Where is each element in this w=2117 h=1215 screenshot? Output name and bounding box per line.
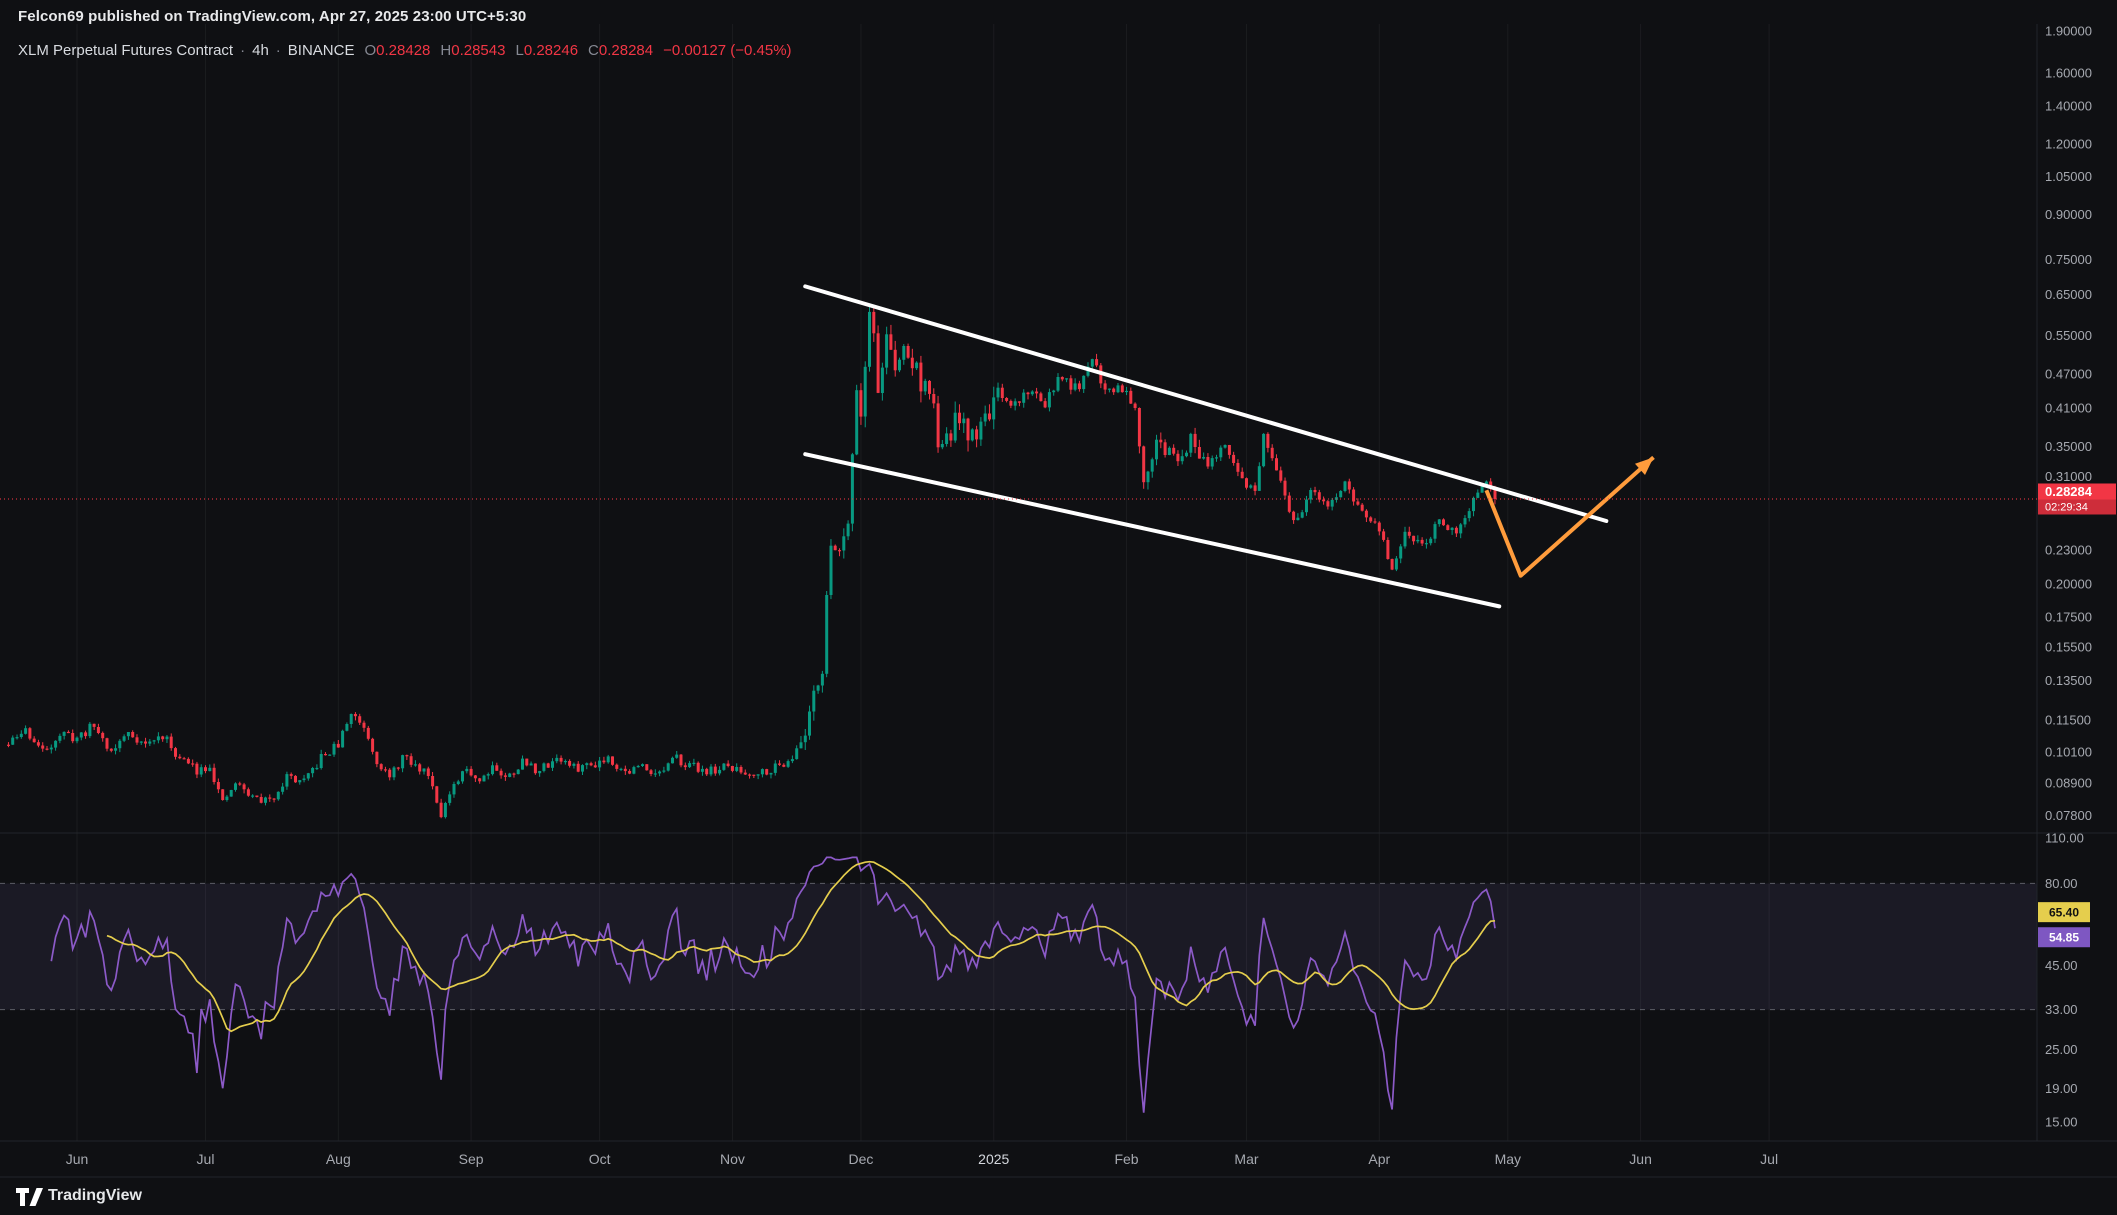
- rsi-axis[interactable]: 110.00 80.00 45.00 33.00 25.00 19.00 15.00: [2045, 831, 2084, 1130]
- symbol-name[interactable]: XLM Perpetual Futures Contract: [18, 42, 234, 59]
- change-value: −0.00127 (−0.45%): [663, 42, 792, 59]
- price-axis-label: 0.90000: [2045, 207, 2092, 222]
- price-axis-label: 1.90000: [2045, 24, 2092, 39]
- rsi-axis-label: 80.00: [2045, 876, 2078, 891]
- rsi-band-fill: [0, 883, 2037, 1010]
- price-axis-label: 0.07800: [2045, 808, 2092, 823]
- price-axis-label: 0.55000: [2045, 328, 2092, 343]
- current-price-badge: [2038, 483, 2116, 515]
- trendline-channel-upper[interactable]: [803, 284, 1609, 524]
- high-value: 0.28543: [451, 42, 506, 59]
- rsi-axis-label: 19.00: [2045, 1081, 2078, 1096]
- rsi-axis-label: 45.00: [2045, 958, 2078, 973]
- price-axis-label: 0.08900: [2045, 776, 2092, 791]
- legend-separator: ·: [275, 42, 281, 59]
- time-axis-label: Mar: [1234, 1151, 1258, 1167]
- rsi-axis-label: 33.00: [2045, 1002, 2078, 1017]
- price-axis-label: 0.75000: [2045, 252, 2092, 267]
- high-label: H: [440, 42, 452, 59]
- attribution: Felcon69 published on TradingView.com, A…: [18, 8, 527, 25]
- price-axis-label: 0.15500: [2045, 639, 2092, 654]
- close-label: C: [588, 42, 599, 59]
- price-axis-label: 1.20000: [2045, 136, 2092, 151]
- rsi-value-badge-value: 54.85: [2049, 931, 2079, 945]
- projection-path[interactable]: [1484, 455, 1655, 578]
- price-axis-label: 0.31000: [2045, 469, 2092, 484]
- time-axis-label: Jun: [66, 1151, 89, 1167]
- rsi-ma-badge-value: 65.40: [2049, 906, 2079, 920]
- tradingview-brand[interactable]: TradingView: [48, 1187, 142, 1204]
- time-axis-label: Jul: [1760, 1151, 1778, 1167]
- grid-lines: [76, 24, 1770, 1141]
- close-value: 0.28284: [598, 42, 654, 59]
- rsi-plot: [50, 856, 1496, 1113]
- drawings-group[interactable]: [803, 284, 1655, 609]
- price-axis-label: 0.11500: [2045, 713, 2091, 728]
- price-axis-label: 0.17500: [2045, 609, 2092, 624]
- rsi-axis-label: 15.00: [2045, 1115, 2078, 1130]
- price-axis[interactable]: 1.90000 1.60000 1.40000 1.20000 1.05000 0.900…: [2045, 24, 2092, 823]
- time-axis-label: Jun: [1629, 1151, 1652, 1167]
- rsi-ma-badge: [2038, 902, 2090, 923]
- projection-arrowhead[interactable]: [1635, 457, 1654, 475]
- low-value: 0.28246: [523, 42, 579, 59]
- time-axis-label: Aug: [326, 1151, 351, 1167]
- price-axis-label: 0.20000: [2045, 577, 2092, 592]
- rsi-line: [50, 856, 1496, 1113]
- time-axis-label: Jul: [197, 1151, 215, 1167]
- open-label: O: [364, 42, 377, 59]
- time-axis-year-label: 2025: [978, 1151, 1009, 1167]
- candle-countdown: 02:29:34: [2045, 501, 2088, 513]
- price-axis-label: 0.41000: [2045, 400, 2092, 415]
- price-axis-label: 0.10100: [2045, 745, 2092, 760]
- rsi-ma-line: [106, 860, 1496, 1033]
- candles-group: [7, 303, 1497, 819]
- time-axis-label: Oct: [589, 1151, 611, 1167]
- interval-label[interactable]: 4h: [252, 42, 269, 59]
- legend-separator: ·: [240, 42, 246, 59]
- rsi-value-badge: [2038, 927, 2090, 948]
- time-axis-label: May: [1495, 1151, 1521, 1167]
- rsi-band: [0, 882, 2037, 1011]
- time-axis-label: Nov: [720, 1151, 745, 1167]
- axis-badges: 0.28284 02:29:34 65.40 54.85: [2038, 483, 2116, 948]
- price-axis-label: 1.40000: [2045, 99, 2092, 114]
- pane-separators: [0, 24, 2117, 1178]
- time-axis-label: Dec: [848, 1151, 873, 1167]
- price-axis-label: 0.65000: [2045, 287, 2092, 302]
- price-axis-label: 1.60000: [2045, 66, 2092, 81]
- trendline-channel-lower[interactable]: [803, 452, 1502, 609]
- tradingview-logo[interactable]: [16, 1186, 46, 1208]
- time-axis[interactable]: Jun Jul Aug Sep Oct Nov Dec 2025 Feb Mar Apr May Jun…: [66, 1151, 1778, 1167]
- open-value: 0.28428: [376, 42, 431, 59]
- price-axis-label: 1.05000: [2045, 169, 2092, 184]
- price-axis-label: 0.23000: [2045, 542, 2092, 557]
- current-price-value: 0.28284: [2045, 484, 2093, 499]
- rsi-axis-label: 25.00: [2045, 1042, 2078, 1057]
- chart-legend: XLM Perpetual Futures Contract · 4h · BINANC…: [18, 42, 792, 59]
- price-axis-label: 0.35000: [2045, 439, 2092, 454]
- low-label: L: [515, 42, 524, 59]
- price-axis-label: 0.47000: [2045, 367, 2092, 382]
- rsi-axis-label: 110.00: [2045, 831, 2084, 846]
- exchange-label: BINANCE: [287, 42, 355, 59]
- time-axis-label: Feb: [1114, 1151, 1138, 1167]
- time-axis-label: Apr: [1368, 1151, 1390, 1167]
- time-axis-label: Sep: [459, 1151, 484, 1167]
- price-axis-label: 0.13500: [2045, 673, 2092, 688]
